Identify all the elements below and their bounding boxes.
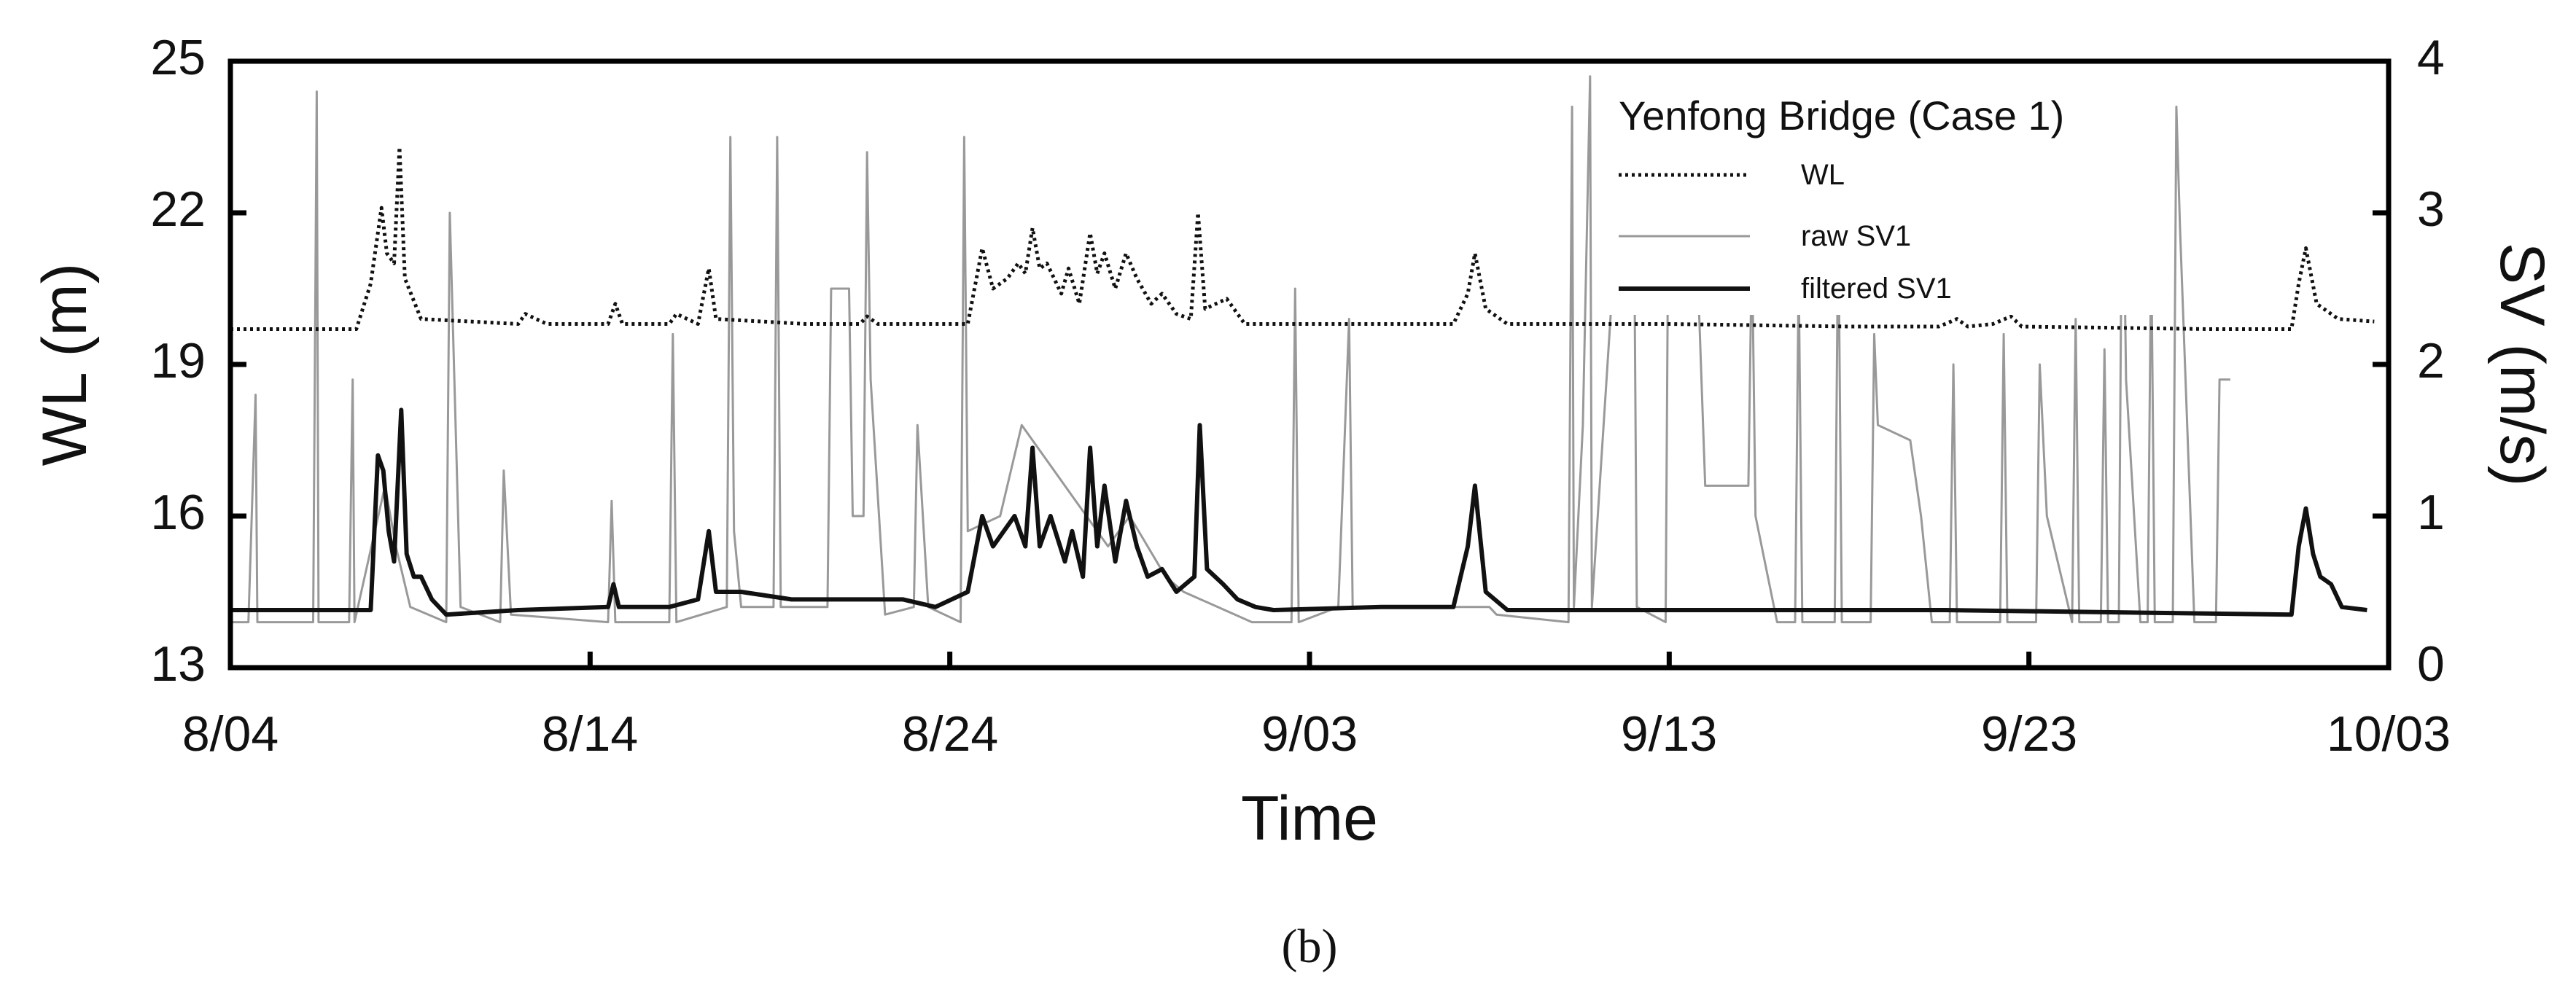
y-right-axis-title: SV (m/s) [2487, 243, 2557, 486]
legend-label-raw-sv1: raw SV1 [1801, 220, 1911, 252]
series-line-raw-sv1 [230, 75, 2230, 624]
y-left-tick-label: 22 [150, 181, 206, 237]
x-axis-title: Time [1241, 784, 1378, 854]
legend-label-filtered-sv1: filtered SV1 [1801, 273, 1952, 305]
x-tick-label: 8/14 [542, 706, 638, 762]
x-tick-label: 10/03 [2327, 706, 2451, 762]
y-right-tick-labels: 0 1 2 3 4 [2417, 30, 2445, 692]
x-tick-label: 8/04 [182, 706, 279, 762]
x-tick-label: 9/13 [1621, 706, 1717, 762]
y-right-tick-label: 3 [2417, 181, 2445, 237]
series-line-filtered-sv1 [230, 407, 2367, 617]
y-right-tick-label: 2 [2417, 333, 2445, 388]
x-tick-label: 8/24 [902, 706, 998, 762]
y-right-tick-label: 1 [2417, 485, 2445, 540]
figure-caption: (b) [1282, 920, 1338, 973]
x-tick-label: 9/23 [1981, 706, 2077, 762]
legend-title: Yenfong Bridge (Case 1) [1619, 93, 2064, 138]
y-right-tick-label: 0 [2417, 636, 2445, 692]
legend-box [1600, 74, 2155, 315]
legend-label-wl: WL [1801, 159, 1845, 191]
y-left-tick-labels: 13 16 19 22 25 [150, 30, 206, 692]
series-layer [230, 75, 2375, 624]
y-left-tick-label: 13 [150, 636, 206, 692]
y-right-tick-label: 4 [2417, 30, 2445, 85]
legend: Yenfong Bridge (Case 1) WL raw SV1 filte… [1600, 74, 2155, 315]
x-tick-labels: 8/04 8/14 8/24 9/03 9/13 9/23 10/03 [182, 706, 2451, 762]
y-left-axis-title: WL (m) [30, 263, 100, 466]
x-tick-label: 9/03 [1261, 706, 1358, 762]
y-left-tick-label: 16 [150, 485, 206, 540]
y-left-tick-label: 25 [150, 30, 206, 85]
series-line-wl [230, 145, 2375, 331]
y-left-tick-label: 19 [150, 333, 206, 388]
plot-frame [227, 58, 2392, 671]
